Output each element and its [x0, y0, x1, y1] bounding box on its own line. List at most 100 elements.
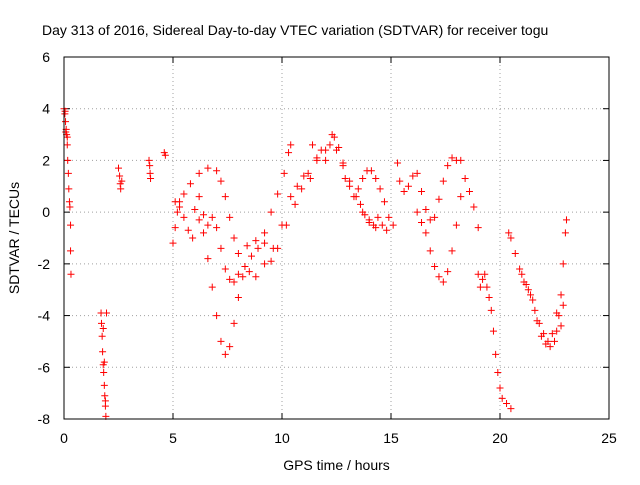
data-point	[171, 198, 179, 206]
data-point	[479, 275, 487, 283]
data-point	[553, 309, 561, 317]
data-point	[221, 350, 229, 358]
data-point	[516, 265, 524, 273]
series-arc-b	[97, 309, 111, 420]
series-arc-l	[474, 270, 515, 413]
data-point	[146, 162, 154, 170]
data-point	[116, 172, 124, 180]
data-point	[335, 144, 343, 151]
data-point	[561, 229, 569, 237]
series-arc-k	[394, 154, 482, 286]
data-point	[503, 399, 511, 407]
data-point	[435, 273, 443, 281]
data-point	[322, 156, 330, 164]
data-point	[498, 394, 506, 402]
data-point	[546, 343, 554, 351]
data-point	[559, 301, 567, 309]
data-point	[511, 250, 519, 258]
data-point	[376, 185, 384, 193]
y-tick-label: 4	[42, 101, 50, 117]
y-tick-label: 0	[42, 204, 50, 220]
data-point	[291, 200, 299, 208]
data-point	[62, 128, 70, 136]
data-point	[221, 265, 229, 273]
data-point	[287, 141, 295, 149]
data-point	[101, 392, 109, 400]
data-point	[418, 218, 426, 226]
data-point	[252, 273, 260, 281]
data-point	[161, 151, 169, 159]
data-point	[378, 221, 386, 229]
data-point	[313, 154, 321, 162]
data-point	[287, 193, 295, 201]
data-point	[230, 278, 238, 286]
tick-labels: 0 5 10 15 20 25 -8 -6 -4 -2 0 2 4 6	[38, 49, 617, 446]
data-point	[418, 187, 426, 195]
series-arc-a	[60, 105, 75, 278]
data-point	[431, 213, 439, 221]
data-point	[267, 257, 275, 265]
data-point	[444, 162, 452, 170]
data-point	[439, 177, 447, 185]
data-point	[439, 278, 447, 286]
data-point	[230, 234, 238, 242]
data-point	[61, 107, 69, 115]
data-point	[67, 270, 75, 278]
chart-title: Day 313 of 2016, Sidereal Day-to-day VTE…	[42, 22, 548, 38]
data-point	[63, 141, 71, 149]
data-point	[527, 291, 535, 299]
data-point	[361, 211, 369, 219]
data-point	[118, 177, 126, 185]
x-tick-label: 15	[383, 430, 399, 446]
data-point	[341, 175, 349, 183]
data-point	[267, 208, 275, 216]
data-point	[409, 172, 417, 180]
data-point	[400, 187, 408, 195]
data-point	[99, 348, 107, 356]
data-point	[117, 185, 125, 193]
data-point	[474, 224, 482, 232]
data-point	[234, 270, 242, 278]
data-point	[562, 216, 570, 224]
data-point	[186, 180, 194, 188]
data-point	[298, 185, 306, 193]
data-points	[60, 105, 570, 420]
grid-lines	[64, 57, 609, 419]
data-point	[241, 262, 249, 270]
data-point	[365, 216, 373, 224]
data-point	[505, 229, 513, 237]
data-point	[180, 213, 188, 221]
data-point	[243, 242, 251, 250]
data-point	[304, 169, 312, 177]
data-point	[306, 175, 314, 183]
data-point	[195, 193, 203, 201]
data-point	[245, 268, 253, 276]
data-point	[559, 260, 567, 268]
y-tick-label: -8	[38, 411, 51, 427]
data-point	[195, 216, 203, 224]
data-point	[476, 283, 484, 291]
data-point	[431, 262, 439, 270]
data-point	[173, 208, 181, 216]
data-point	[67, 247, 75, 255]
data-point	[234, 293, 242, 301]
data-point	[100, 358, 108, 366]
data-point	[394, 159, 402, 167]
data-point	[103, 309, 111, 317]
series-arc-f	[169, 131, 380, 265]
data-point	[101, 397, 109, 405]
data-point	[483, 283, 491, 291]
data-point	[195, 169, 203, 177]
data-point	[496, 384, 504, 392]
data-point	[457, 156, 465, 164]
data-point	[529, 296, 537, 304]
x-tick-label: 0	[60, 430, 68, 446]
y-axis-label: SDTVAR / TECUs	[6, 182, 22, 294]
data-point	[540, 330, 548, 338]
data-point	[234, 250, 242, 258]
data-point	[481, 270, 489, 278]
data-point	[448, 247, 456, 255]
data-point	[100, 381, 108, 389]
data-point	[64, 169, 72, 177]
data-point	[330, 133, 338, 141]
